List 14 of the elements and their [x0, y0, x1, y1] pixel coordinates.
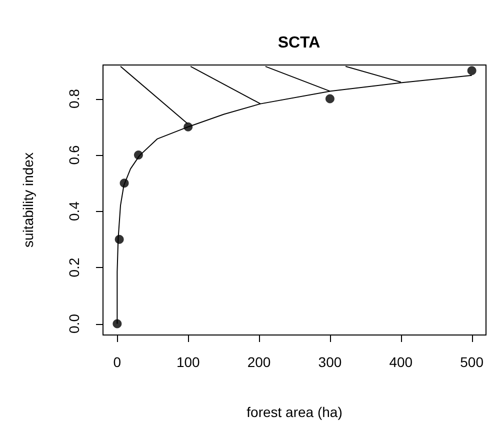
x-tick-label: 300	[318, 354, 342, 370]
x-tick-label: 100	[176, 354, 200, 370]
chart-title: SCTA	[278, 34, 321, 52]
y-tick-label: 0.0	[66, 314, 82, 334]
x-tick-label: 400	[389, 354, 413, 370]
x-tick-label: 500	[460, 354, 484, 370]
x-tick-label: 200	[247, 354, 271, 370]
y-axis-title: suitability index	[20, 152, 36, 248]
y-tick-label: 0.2	[66, 258, 82, 278]
x-tick-label: 0	[113, 354, 122, 370]
x-axis-title: forest area (ha)	[246, 404, 342, 420]
y-tick-label: 0.8	[66, 88, 82, 108]
y-tick-label: 0.6	[66, 145, 82, 165]
y-tick-label: 0.4	[66, 201, 82, 221]
